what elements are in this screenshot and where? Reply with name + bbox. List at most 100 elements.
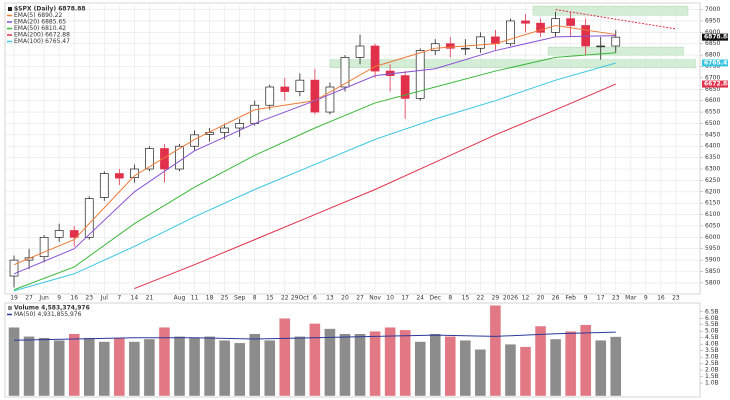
x-tick-label: 6 bbox=[313, 295, 317, 302]
volume-bar bbox=[474, 349, 487, 397]
volume-bar bbox=[339, 333, 351, 397]
y-tick-label: 6850 bbox=[705, 40, 720, 47]
candle-body bbox=[235, 123, 245, 129]
legend-title: $SPX (Daily) 6878.88 bbox=[14, 6, 86, 13]
candle-body bbox=[611, 36, 621, 47]
legend-title: Volume 4,583,374,976 bbox=[14, 305, 90, 312]
volume-bar bbox=[564, 331, 577, 397]
x-tick-label: 19 bbox=[10, 295, 18, 302]
y-tick-label: 5800 bbox=[705, 279, 720, 286]
x-tick-label: 21 bbox=[146, 295, 154, 302]
y-tick-label: 6.5B bbox=[705, 308, 719, 315]
legend-label: EMA(100) 6765.47 bbox=[14, 38, 70, 45]
y-tick-label: 6800 bbox=[705, 52, 720, 59]
y-tick-label: 6050 bbox=[705, 222, 720, 229]
x-tick-label: 10 bbox=[386, 295, 394, 302]
y-tick-label: 1.0B bbox=[705, 380, 719, 387]
candle-body bbox=[9, 259, 19, 277]
y-tick-label: 5950 bbox=[705, 245, 720, 252]
volume-bar bbox=[459, 340, 472, 397]
volume-bar bbox=[354, 333, 366, 397]
candle-body bbox=[24, 257, 34, 261]
candle-body bbox=[355, 45, 365, 58]
volume-bar bbox=[233, 342, 246, 397]
y-tick-label: 3.0B bbox=[705, 354, 719, 361]
y-tick-label: 2.5B bbox=[705, 360, 719, 367]
volume-bar bbox=[595, 340, 607, 397]
volume-bar bbox=[369, 331, 381, 397]
indicator-line bbox=[13, 62, 616, 292]
candle-body bbox=[190, 134, 199, 147]
x-tick-label: 27 bbox=[356, 295, 364, 302]
y-tick-label: 4.0B bbox=[705, 341, 719, 348]
candle-body bbox=[536, 22, 545, 33]
x-tick-label: 15 bbox=[266, 295, 274, 302]
y-tick-label: 6.0B bbox=[705, 315, 719, 322]
y-tick-label: 4.5B bbox=[705, 334, 719, 341]
volume-bar bbox=[504, 343, 517, 397]
candle-body bbox=[340, 57, 350, 88]
value-tag-label: 6765.47 bbox=[704, 59, 730, 66]
y-tick-label: 6700 bbox=[705, 74, 720, 81]
candle-body bbox=[280, 86, 290, 92]
y-tick-label: 6650 bbox=[705, 86, 720, 93]
x-tick-label: Dec bbox=[429, 295, 441, 302]
x-tick-label: 17 bbox=[401, 295, 409, 302]
legend-swatch bbox=[8, 7, 12, 11]
candle-body bbox=[39, 236, 49, 258]
value-tag bbox=[702, 59, 728, 67]
y-tick-label: 5.5B bbox=[705, 321, 719, 328]
x-tick-label: 17 bbox=[597, 295, 605, 302]
x-tick-label: Feb bbox=[565, 295, 576, 302]
volume-bar bbox=[324, 328, 336, 397]
candle-body bbox=[445, 43, 455, 49]
x-tick-label: 25 bbox=[221, 295, 229, 302]
x-tick-label: 23 bbox=[612, 295, 620, 302]
indicator-line bbox=[13, 52, 616, 291]
volume-bar bbox=[158, 327, 171, 397]
legend-swatch bbox=[8, 306, 12, 310]
indicator-line bbox=[134, 83, 616, 290]
candle-body bbox=[370, 45, 380, 72]
volume-bar bbox=[128, 341, 141, 397]
x-tick-label: 22 bbox=[477, 295, 485, 302]
volume-bar bbox=[8, 327, 20, 397]
volume-bar bbox=[489, 305, 502, 397]
volume-bar bbox=[249, 333, 261, 397]
y-tick-label: 5850 bbox=[705, 268, 720, 275]
volume-bar bbox=[294, 336, 306, 397]
volume-bar bbox=[53, 340, 65, 397]
candle-body bbox=[476, 36, 485, 49]
candle-body bbox=[460, 47, 470, 50]
indicator-line bbox=[14, 331, 616, 341]
candle-body bbox=[99, 173, 109, 198]
y-tick-label: 1.5B bbox=[705, 373, 719, 380]
y-tick-label: 5900 bbox=[705, 257, 720, 264]
volume-bar bbox=[38, 337, 50, 397]
trend-line bbox=[555, 9, 677, 30]
candle-body bbox=[415, 50, 425, 99]
y-tick-label: 7000 bbox=[705, 6, 720, 13]
candle-body bbox=[506, 20, 515, 45]
volume-bar bbox=[188, 337, 201, 397]
legend-label: EMA(200) 6672.88 bbox=[14, 32, 70, 39]
x-tick-label: 20 bbox=[341, 295, 349, 302]
candle-body bbox=[54, 230, 64, 238]
value-tag bbox=[702, 80, 728, 88]
volume-bar bbox=[113, 337, 126, 397]
volume-bar bbox=[399, 329, 411, 397]
volume-bar bbox=[610, 336, 622, 397]
x-tick-label: 14 bbox=[131, 295, 139, 302]
candle-body bbox=[325, 86, 335, 113]
volume-bar bbox=[143, 338, 156, 397]
candle-body bbox=[160, 148, 169, 170]
x-tick-label: 26 bbox=[552, 295, 560, 302]
candle-body bbox=[265, 86, 275, 106]
x-tick-label: Mar bbox=[625, 295, 637, 302]
volume-bar bbox=[83, 337, 95, 397]
x-tick-label: 16 bbox=[70, 295, 78, 302]
legend-label: EMA(50) 6810.42 bbox=[14, 25, 66, 32]
volume-bar bbox=[203, 336, 216, 397]
volume-bar bbox=[384, 327, 396, 397]
